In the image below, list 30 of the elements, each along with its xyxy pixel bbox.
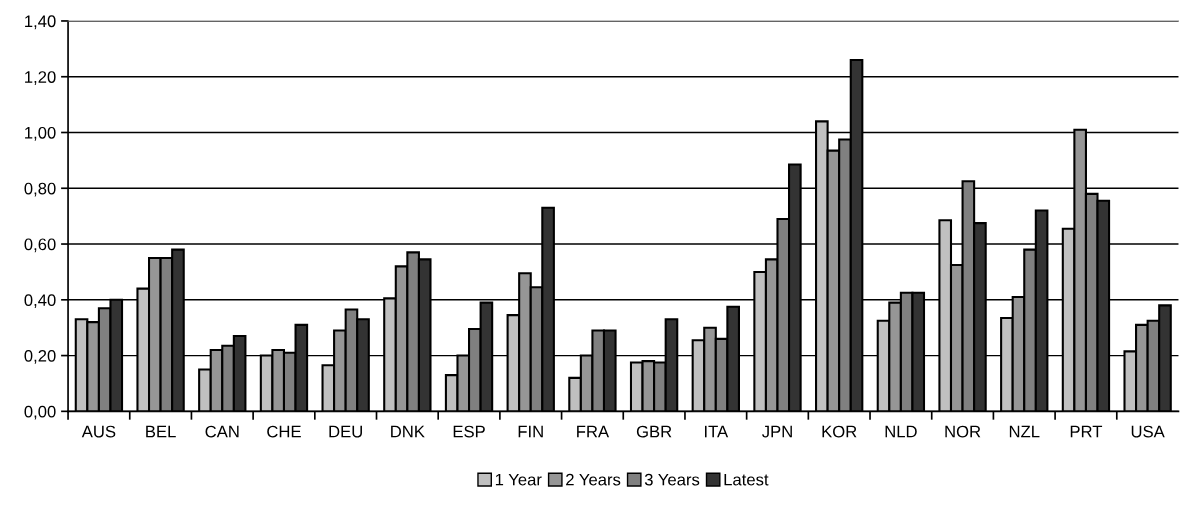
x-tick-label: ESP: [453, 425, 485, 438]
x-tick-label: GBR: [636, 425, 672, 438]
x-tick-label: CAN: [205, 425, 239, 438]
x-tick-label: NZL: [1009, 425, 1040, 438]
legend-label: 1 Year: [495, 473, 542, 486]
x-tick-label: FIN: [518, 425, 543, 438]
x-tick-label: JPN: [762, 425, 792, 438]
y-tick-label: 1,40: [25, 15, 56, 30]
x-tick-label: AUS: [81, 425, 116, 438]
legend-label: 3 Years: [644, 473, 700, 486]
x-tick-label: CHE: [267, 425, 301, 438]
x-tick-label: PRT: [1070, 425, 1103, 438]
x-tick-label: DNK: [391, 425, 425, 438]
y-tick-label: 0,40: [24, 294, 56, 308]
y-tick-label: 1,20: [25, 71, 56, 85]
y-tick-label: 0,60: [24, 238, 56, 253]
y-tick-label: 0,00: [24, 405, 56, 420]
x-tick-label: KOR: [822, 425, 857, 438]
legend-label: 2 Years: [566, 473, 621, 486]
legend-label: Latest: [724, 473, 769, 486]
x-tick-label: NOR: [945, 425, 981, 438]
x-tick-label: FRA: [577, 425, 610, 438]
y-tick-label: 0,20: [24, 349, 56, 364]
x-tick-label: ITA: [704, 425, 729, 438]
x-tick-label: USA: [1131, 425, 1165, 438]
x-tick-label: BEL: [146, 425, 176, 438]
y-tick-label: 1,00: [25, 126, 56, 141]
x-tick-label: DEU: [329, 425, 362, 438]
y-tick-label: 0,80: [24, 182, 56, 197]
x-tick-label: NLD: [885, 425, 917, 438]
